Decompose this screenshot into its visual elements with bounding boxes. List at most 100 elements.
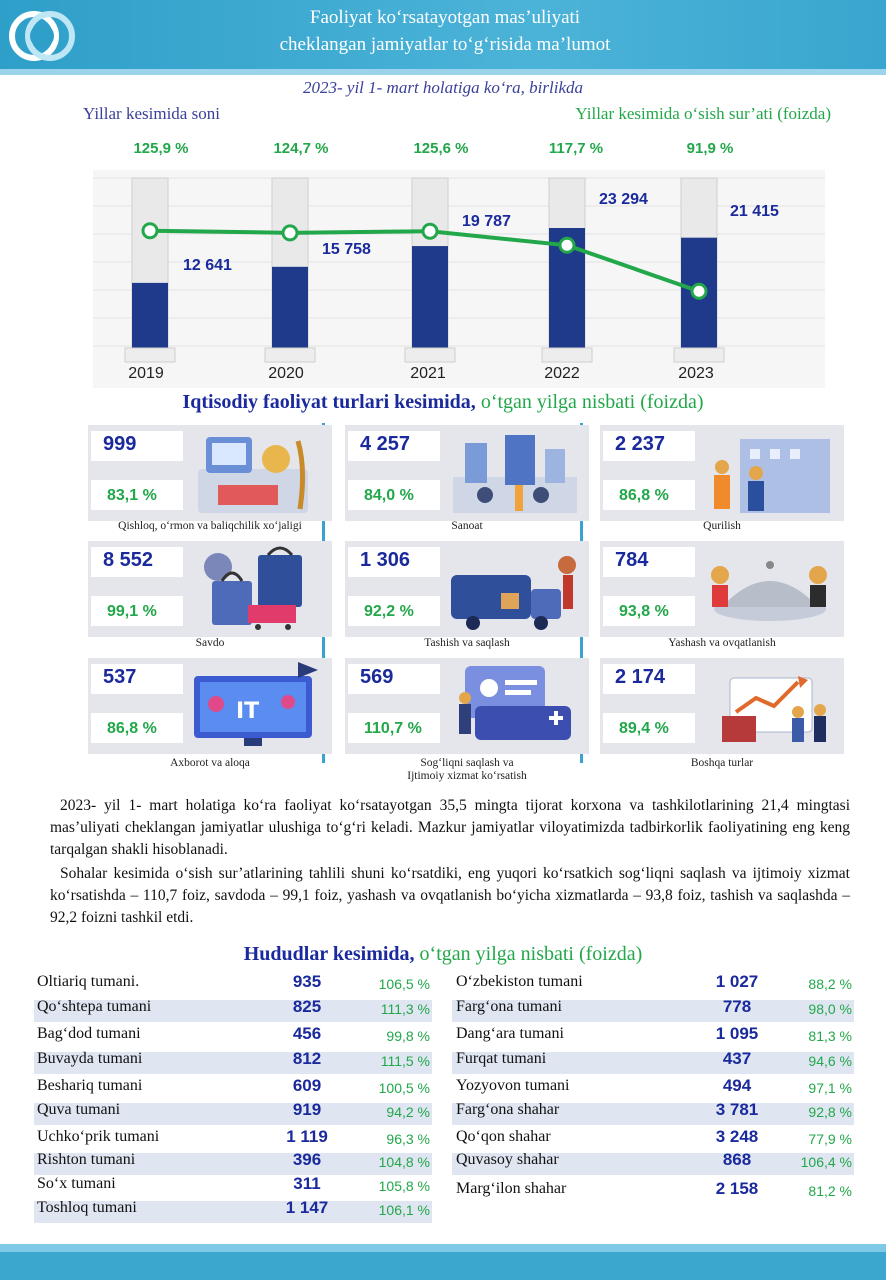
region-percent: 81,2 % xyxy=(808,1183,852,1199)
region-name: Quva tumani xyxy=(37,1101,121,1118)
region-percent: 97,1 % xyxy=(808,1080,852,1096)
region-count: 311 xyxy=(293,1174,321,1193)
sector-label: Qurilish xyxy=(703,520,741,532)
count-label: Yillar kesimida soni xyxy=(83,104,220,123)
bar-base xyxy=(673,347,725,363)
region-name: Beshariq tumani xyxy=(37,1077,143,1094)
sector-card: 8 552 99,1 % xyxy=(88,541,332,637)
growth-point xyxy=(558,236,576,254)
bar-base xyxy=(124,347,176,363)
food-service-icon xyxy=(711,561,827,621)
health-card-icon xyxy=(459,666,571,740)
bar-base xyxy=(541,347,593,363)
sector-percent: 99,1 % xyxy=(91,596,183,626)
header-stripe xyxy=(0,69,886,75)
region-percent: 106,1 % xyxy=(378,1202,430,1218)
region-name: Furqat tumani xyxy=(456,1050,547,1067)
sector-label: Savdo xyxy=(195,637,225,649)
table-row-band xyxy=(34,1000,432,1022)
region-percent: 100,5 % xyxy=(378,1080,430,1096)
it-monitor-icon: IT xyxy=(194,662,318,746)
region-count: 1 095 xyxy=(715,1024,759,1043)
region-percent: 104,8 % xyxy=(378,1154,430,1170)
sectors-title-rest: o‘tgan yilga nisbati (foizda) xyxy=(475,391,704,413)
paragraph-1: 2023- yil 1- mart holatiga ko‘ra faoliya… xyxy=(50,797,850,858)
growth-point xyxy=(281,224,299,242)
page-title: Faoliyat ko‘rsatayotgan mas’uliyati chek… xyxy=(150,4,740,58)
growth-point xyxy=(690,282,708,300)
bar-base xyxy=(264,347,316,363)
title-line-1: Faoliyat ko‘rsatayotgan mas’uliyati xyxy=(309,7,581,28)
sector-card: 1 306 92,2 % xyxy=(345,541,589,637)
region-percent: 105,8 % xyxy=(378,1178,430,1194)
bar xyxy=(272,266,308,348)
growth-label: Yillar kesimida o‘sish sur’ati (foizda) xyxy=(575,104,831,123)
region-count: 778 xyxy=(722,997,752,1016)
region-percent: 98,0 % xyxy=(808,1001,852,1017)
region-name: Qo‘shtepa tumani xyxy=(37,998,152,1015)
growth-point xyxy=(141,222,159,240)
sector-card: 999 83,1 % xyxy=(88,425,332,521)
region-name: Farg‘ona tumani xyxy=(456,998,562,1015)
sector-count: 569 xyxy=(348,664,440,694)
sector-card: 2 174 89,4 % xyxy=(600,658,844,754)
bar xyxy=(132,282,168,348)
shopping-icon xyxy=(204,546,302,630)
growth-value-label: 124,7 % xyxy=(273,140,329,157)
sector-percent: 110,7 % xyxy=(348,713,440,743)
region-percent: 96,3 % xyxy=(386,1131,430,1147)
region-name: Quvasoy shahar xyxy=(456,1151,559,1168)
region-name: Buvayda tumani xyxy=(37,1050,143,1067)
growth-value-label: 125,6 % xyxy=(413,140,469,157)
region-count: 812 xyxy=(292,1049,322,1068)
region-percent: 92,8 % xyxy=(808,1104,852,1120)
region-percent: 99,8 % xyxy=(386,1028,430,1044)
region-percent: 111,3 % xyxy=(380,1001,430,1017)
sector-label: Sanoat xyxy=(451,520,483,532)
sector-count: 2 237 xyxy=(603,431,695,461)
region-count: 437 xyxy=(722,1049,752,1068)
bar-value-label: 23 294 xyxy=(599,191,648,208)
sector-count: 537 xyxy=(91,664,183,694)
region-percent: 88,2 % xyxy=(808,976,852,992)
bar xyxy=(412,246,448,348)
sector-percent: 84,0 % xyxy=(348,480,440,510)
business-chart-icon xyxy=(722,676,826,742)
table-row-band xyxy=(34,1153,432,1175)
bar-base xyxy=(404,347,456,363)
region-count: 456 xyxy=(292,1024,322,1043)
region-percent: 77,9 % xyxy=(808,1131,852,1147)
paragraph-2: Sohalar kesimida o‘sish sur’atlarining t… xyxy=(50,865,850,926)
svg-text:IT: IT xyxy=(236,699,259,724)
delivery-truck-icon xyxy=(451,556,576,630)
header-banner: Faoliyat ko‘rsatayotgan mas’uliyati chek… xyxy=(0,0,886,75)
sector-percent: 86,8 % xyxy=(603,480,695,510)
regions-title-bold: Hududlar kesimida, xyxy=(243,943,415,965)
region-percent: 111,5 % xyxy=(380,1053,430,1069)
x-tick-label: 2021 xyxy=(410,365,446,382)
region-name: Marg‘ilon shahar xyxy=(456,1180,567,1197)
region-name: Farg‘ona shahar xyxy=(456,1101,560,1118)
sector-label: Boshqa turlar xyxy=(690,757,754,769)
region-count: 868 xyxy=(722,1150,752,1169)
bar-value-label: 12 641 xyxy=(183,257,232,274)
region-percent: 106,4 % xyxy=(800,1154,852,1170)
sector-percent: 93,8 % xyxy=(603,596,695,626)
region-count: 1 119 xyxy=(286,1127,328,1146)
sector-card: 569 110,7 % xyxy=(345,658,589,754)
x-tick-label: 2022 xyxy=(544,365,580,382)
region-name: O‘zbekiston tumani xyxy=(456,973,583,990)
sector-label: Axborot va aloqa xyxy=(170,757,250,769)
bar-value-label: 21 415 xyxy=(730,203,779,220)
region-count: 919 xyxy=(292,1100,322,1119)
x-tick-label: 2019 xyxy=(128,365,164,382)
chart-subtitle: 2023- yil 1- mart holatiga ko‘ra, birlik… xyxy=(302,78,583,97)
sector-label: Yashash va ovqatlanish xyxy=(668,637,776,649)
sector-card: 537 86,8 % IT xyxy=(88,658,332,754)
region-count: 396 xyxy=(292,1150,322,1169)
title-line-2: cheklangan jamiyatlar to‘g‘risida ma’lum… xyxy=(279,34,611,55)
region-count: 1 147 xyxy=(285,1198,329,1217)
region-percent: 106,5 % xyxy=(378,976,430,992)
sector-percent: 92,2 % xyxy=(348,596,440,626)
sector-card: 784 93,8 % xyxy=(600,541,844,637)
